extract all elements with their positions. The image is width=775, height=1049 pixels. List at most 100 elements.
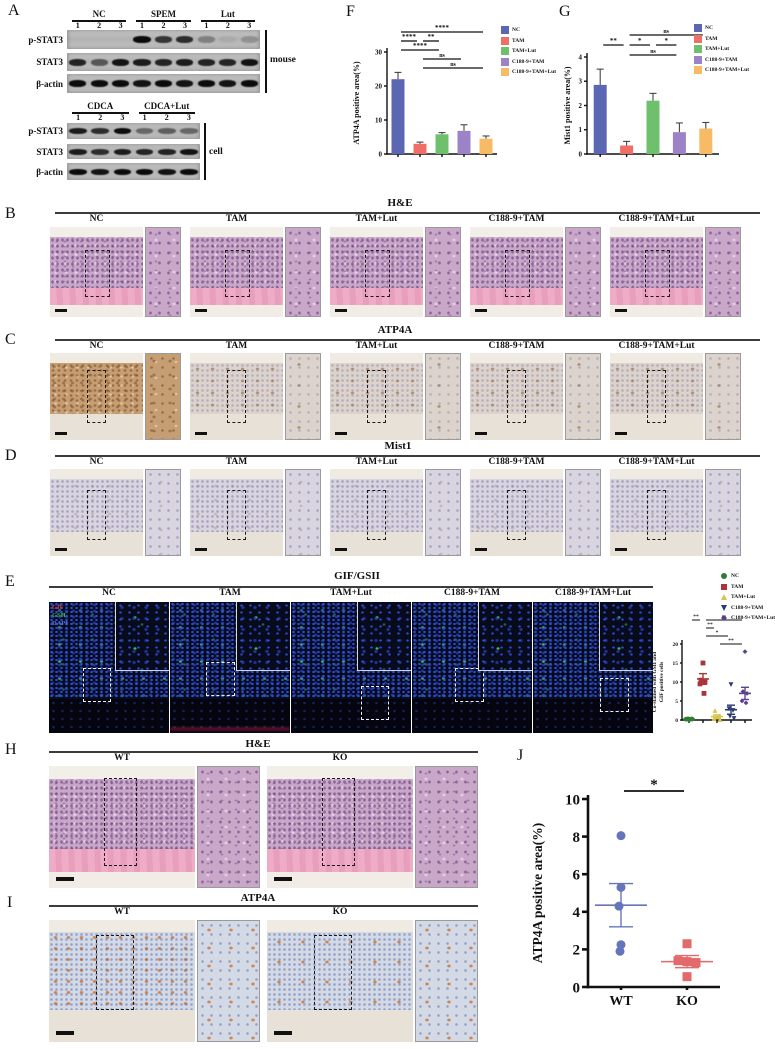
lumen-band <box>610 227 703 237</box>
micrograph <box>610 469 703 556</box>
base-band <box>470 305 563 317</box>
blot-lane <box>153 74 174 93</box>
blot-lane <box>67 163 89 180</box>
blot-row-label: β-actin <box>36 78 63 89</box>
blot-lane-number: 2 <box>225 21 230 30</box>
tissue-band <box>267 779 413 849</box>
roi-box <box>322 778 355 867</box>
base-band <box>49 698 169 733</box>
row-title: ATP4A <box>377 324 413 336</box>
micrograph <box>267 766 413 888</box>
blot-lane <box>156 163 178 180</box>
legend-swatch <box>501 36 509 45</box>
blot-row-label: p-STAT3 <box>28 126 63 136</box>
base-band <box>330 413 423 440</box>
chart-panel-G: 0 1 2 3 4 Mist1 positive area(%) ns ** * * ns NC TAM… <box>556 2 775 180</box>
column-label: KO <box>332 907 348 917</box>
blot-lane <box>110 30 131 49</box>
blot-lane-number: 1 <box>76 113 81 122</box>
blot-lane-number: 1 <box>75 21 80 30</box>
legend-item: C188-9+TAM+Lut <box>720 614 775 622</box>
base-band <box>267 1010 413 1042</box>
blot-lane <box>89 163 111 180</box>
legend-item: C188-9+TAM <box>501 57 556 66</box>
blot-lane <box>110 74 131 93</box>
column-label: C188-9+TAM+Lut <box>618 457 695 467</box>
scale-bar <box>54 308 67 312</box>
blot-band <box>112 58 130 66</box>
base-band <box>190 413 283 440</box>
legend-swatch <box>694 45 702 53</box>
significance-label: ** <box>428 33 436 41</box>
micrograph: GIF GSII DAPI <box>49 602 169 733</box>
y-tick-label: 10 <box>375 116 383 124</box>
lumen-band <box>49 920 195 933</box>
scale-bar <box>474 547 487 551</box>
bar-TAM <box>620 145 634 154</box>
header-line <box>49 586 653 588</box>
blot-lane-number: 3 <box>118 21 123 30</box>
blot-band <box>135 148 154 155</box>
blot-group-underline <box>72 112 129 114</box>
legend-swatch <box>694 24 702 32</box>
blot-lane <box>89 144 111 159</box>
blot-band <box>90 58 108 66</box>
autofluorescence-streak <box>170 727 290 731</box>
micrograph <box>470 353 563 440</box>
tissue-band <box>330 236 423 289</box>
micrograph-inset <box>285 353 321 440</box>
micrograph <box>610 227 703 317</box>
blot-lane <box>88 74 109 93</box>
blot-band <box>240 36 258 43</box>
column-label: TAM+Lut <box>355 457 398 467</box>
y-tick-label: 2 <box>573 943 581 959</box>
scale-bar <box>474 308 487 312</box>
significance-label: ns <box>450 62 456 68</box>
blot-band <box>154 58 173 66</box>
lumen-band <box>267 920 413 933</box>
micrograph-inset <box>115 602 169 672</box>
base-band <box>49 1010 195 1042</box>
muscle-band <box>267 848 413 873</box>
blot-band <box>154 36 173 43</box>
blot-band <box>112 80 130 87</box>
legend-item: TAM <box>501 36 556 45</box>
significance-label: **** <box>435 24 450 32</box>
blot-band <box>180 168 198 175</box>
bar-TAM+Lut <box>646 100 660 154</box>
y-tick-label: 0 <box>573 980 581 996</box>
base-band <box>50 305 143 317</box>
blot-band <box>176 58 194 66</box>
legend-item: NC <box>694 24 749 32</box>
blot-lane-number: 2 <box>164 113 169 122</box>
column-label: WT <box>114 753 130 763</box>
legend-label: NC <box>512 27 520 33</box>
legend-item: TAM+Lut <box>720 593 775 601</box>
blot-lane <box>131 30 152 49</box>
significance-label: ns <box>439 53 445 59</box>
lumen-band <box>50 469 143 480</box>
blot-group-underline <box>200 20 255 22</box>
micrograph <box>49 766 195 888</box>
base-band <box>49 872 195 888</box>
y-axis-label: Co-stained with GSII and <box>652 652 658 712</box>
tissue-band <box>49 779 195 849</box>
column-label: WT <box>114 907 130 917</box>
blot-lane <box>111 163 133 180</box>
lumen-band <box>50 353 143 364</box>
tissue-band <box>330 363 423 414</box>
blot-band <box>91 168 110 175</box>
micrograph-inset <box>145 469 181 556</box>
legend-swatch <box>501 57 509 66</box>
micrograph <box>190 227 283 317</box>
micrograph-inset <box>145 227 181 317</box>
blot-lane <box>239 74 260 93</box>
base-band <box>470 413 563 440</box>
blot-lane <box>156 123 178 139</box>
blot-lane <box>67 123 89 139</box>
lumen-band <box>470 227 563 237</box>
blot-lane <box>153 30 174 49</box>
column-label: TAM+Lut <box>330 588 372 598</box>
scale-bar <box>334 308 347 312</box>
